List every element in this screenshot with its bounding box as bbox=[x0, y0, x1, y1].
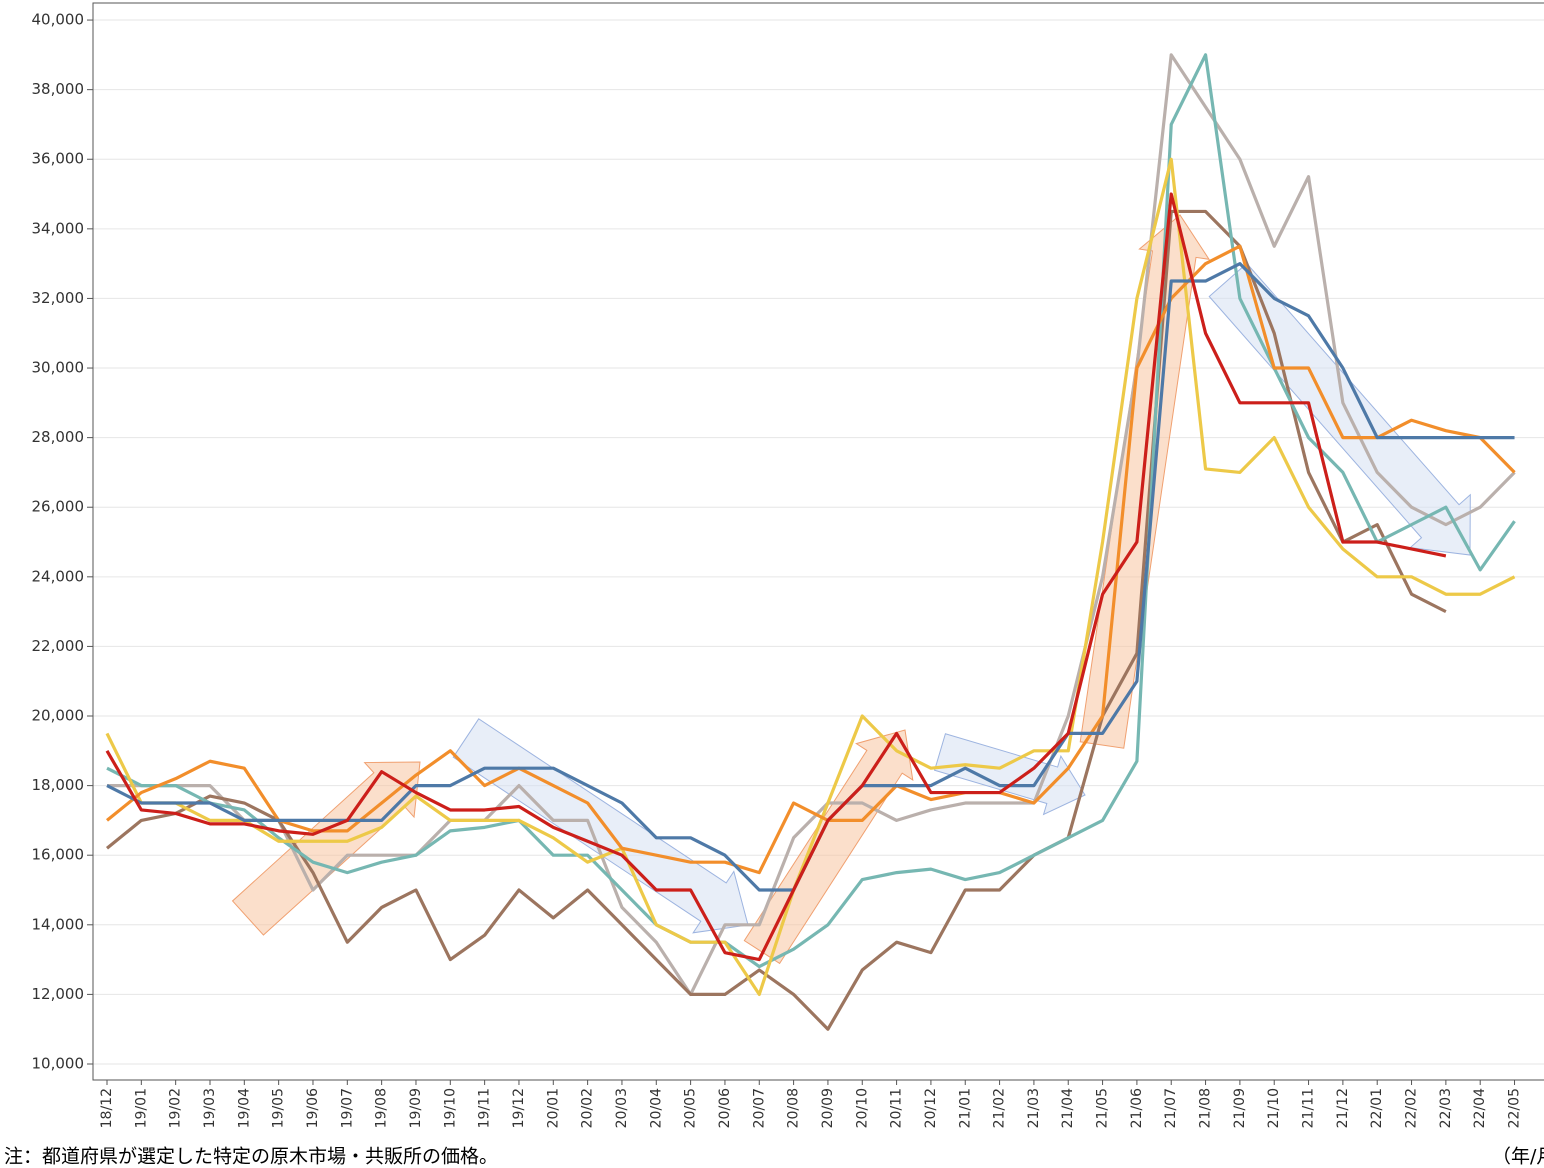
x-tick-label: 20/08 bbox=[786, 1088, 802, 1128]
x-tick-label: 19/08 bbox=[374, 1088, 390, 1128]
x-tick-label: 20/12 bbox=[923, 1088, 939, 1128]
y-tick-label: 14,000 bbox=[32, 915, 85, 933]
x-tick-label: 20/02 bbox=[580, 1088, 596, 1128]
plot-frame bbox=[92, 2, 1544, 1081]
y-tick-label: 12,000 bbox=[32, 985, 85, 1003]
x-tick-label: 22/05 bbox=[1507, 1088, 1523, 1128]
x-tick-label: 21/08 bbox=[1198, 1088, 1214, 1128]
y-tick-label: 24,000 bbox=[32, 567, 85, 585]
x-tick-label: 20/04 bbox=[648, 1088, 664, 1128]
x-tick-label: 21/05 bbox=[1095, 1088, 1111, 1128]
y-tick-label: 34,000 bbox=[32, 219, 85, 237]
x-tick-label: 19/05 bbox=[271, 1088, 287, 1128]
y-tick-label: 18,000 bbox=[32, 776, 85, 794]
axes-layer: 10,000 12,000 14,000 16,000 18,000 20,000 22,0… bbox=[32, 2, 1544, 1128]
x-tick-label: 21/07 bbox=[1163, 1088, 1179, 1128]
x-tick-label: 19/04 bbox=[236, 1088, 252, 1128]
x-tick-label: 19/07 bbox=[339, 1088, 355, 1128]
x-tick-label: 20/09 bbox=[820, 1088, 836, 1128]
x-tick-label: 22/03 bbox=[1438, 1088, 1454, 1128]
trend-arrow bbox=[1208, 262, 1471, 556]
x-tick-label: 21/02 bbox=[992, 1088, 1008, 1128]
grid-layer bbox=[93, 19, 1544, 1065]
x-tick-label: 19/09 bbox=[408, 1088, 424, 1128]
y-tick-label: 16,000 bbox=[32, 846, 85, 864]
series-line bbox=[105, 157, 1516, 996]
note: 注：都道府県が選定した特定の原木市場・共販所の価格。 bbox=[4, 1146, 498, 1168]
series-line bbox=[106, 53, 1516, 969]
line-layer bbox=[105, 53, 1516, 1031]
y-tick-label: 38,000 bbox=[32, 80, 85, 98]
x-tick-label: 21/09 bbox=[1232, 1088, 1248, 1128]
x-tick-label: 21/04 bbox=[1060, 1088, 1076, 1128]
x-tick-label: 20/10 bbox=[854, 1088, 870, 1128]
trend-arrow bbox=[933, 733, 1086, 816]
series-line bbox=[105, 244, 1516, 875]
trend-arrow bbox=[231, 761, 421, 936]
series-line bbox=[105, 209, 1447, 1031]
y-tick-label: 26,000 bbox=[32, 498, 85, 516]
y-tick-label: 10,000 bbox=[32, 1054, 85, 1072]
x-tick-label: 21/12 bbox=[1335, 1088, 1351, 1128]
x-tick-label: 19/12 bbox=[511, 1088, 527, 1128]
x-tick-label: 20/07 bbox=[751, 1088, 767, 1128]
x-tick-label: 22/04 bbox=[1472, 1088, 1488, 1128]
x-tick-label: 21/10 bbox=[1266, 1088, 1282, 1128]
x-tick-label: 22/01 bbox=[1369, 1088, 1385, 1128]
x-tick-label: 20/05 bbox=[683, 1088, 699, 1128]
x-tick-label: 19/06 bbox=[305, 1088, 321, 1128]
x-tick-label: 19/01 bbox=[133, 1088, 149, 1128]
x-tick-label: 19/02 bbox=[168, 1088, 184, 1128]
trend-arrow bbox=[743, 729, 914, 965]
x-tick-label: 19/03 bbox=[202, 1088, 218, 1128]
x-tick-label: 18/12 bbox=[99, 1088, 115, 1128]
x-tick-label: 20/03 bbox=[614, 1088, 630, 1128]
x-tick-label: 20/01 bbox=[545, 1088, 561, 1128]
x-tick-label: 22/02 bbox=[1404, 1088, 1420, 1128]
x-tick-label: 21/11 bbox=[1301, 1088, 1317, 1128]
y-tick-label: 30,000 bbox=[32, 359, 85, 377]
series-line bbox=[105, 192, 1447, 962]
y-tick-label: 32,000 bbox=[32, 289, 85, 307]
x-tick-label: 19/11 bbox=[477, 1088, 493, 1128]
series-line bbox=[107, 53, 1516, 996]
x-tick-label: 21/01 bbox=[957, 1088, 973, 1128]
y-tick-label: 28,000 bbox=[32, 428, 85, 446]
x-tick-label: 20/06 bbox=[717, 1088, 733, 1128]
x-unit: （年/月） bbox=[1492, 1146, 1544, 1168]
y-tick-label: 20,000 bbox=[32, 707, 85, 725]
y-tick-label: 22,000 bbox=[32, 637, 85, 655]
x-tick-label: 20/11 bbox=[889, 1088, 905, 1128]
y-tick-label: 36,000 bbox=[32, 150, 85, 168]
x-tick-label: 21/06 bbox=[1129, 1088, 1145, 1128]
y-tick-label: 40,000 bbox=[32, 11, 85, 29]
x-tick-label: 19/10 bbox=[442, 1088, 458, 1128]
x-tick-label: 21/03 bbox=[1026, 1088, 1042, 1128]
